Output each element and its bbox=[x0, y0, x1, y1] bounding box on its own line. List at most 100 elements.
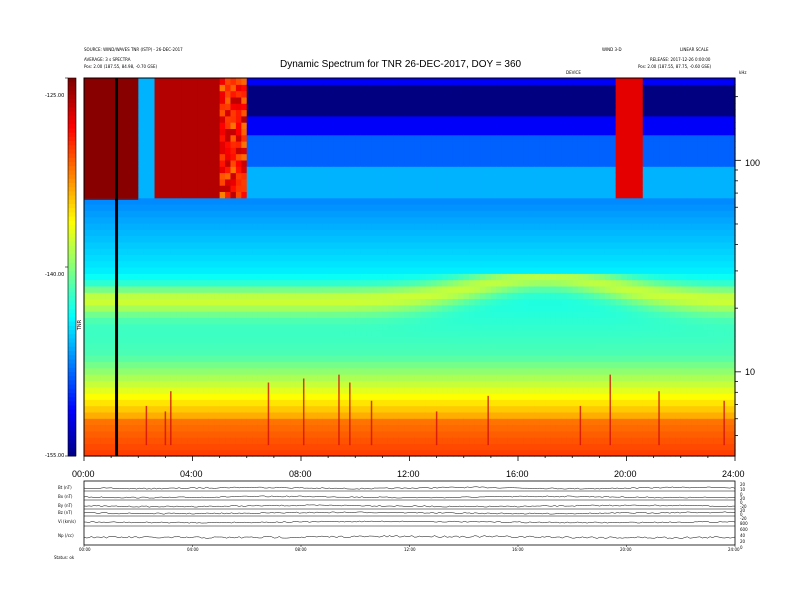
heatmap-cell bbox=[230, 166, 237, 174]
heatmap-cell bbox=[398, 115, 405, 123]
heatmap-cell bbox=[170, 298, 177, 306]
heatmap-cell bbox=[436, 90, 443, 98]
heatmap-cell bbox=[301, 254, 308, 262]
heatmap-cell bbox=[507, 197, 514, 205]
heatmap-cell bbox=[165, 418, 172, 426]
heatmap-cell bbox=[165, 185, 172, 192]
heatmap-cell bbox=[84, 292, 91, 300]
heatmap-cell bbox=[246, 342, 253, 350]
heatmap-cell bbox=[241, 229, 248, 237]
heatmap-cell bbox=[149, 267, 156, 274]
heatmap-cell bbox=[382, 298, 389, 306]
heatmap-cell bbox=[246, 109, 253, 117]
heatmap-cell bbox=[203, 197, 210, 205]
heatmap-cell bbox=[279, 367, 286, 375]
heatmap-cell bbox=[501, 147, 508, 155]
heatmap-cell bbox=[485, 279, 492, 287]
heatmap-cell bbox=[425, 147, 432, 155]
heatmap-cell bbox=[252, 273, 259, 281]
heatmap-cell bbox=[349, 342, 356, 350]
heatmap-cell bbox=[338, 405, 345, 413]
heatmap-cell bbox=[404, 222, 411, 230]
heatmap-cell bbox=[290, 411, 297, 419]
heatmap-cell bbox=[225, 134, 232, 142]
heatmap-cell bbox=[409, 147, 416, 155]
heatmap-cell bbox=[404, 304, 411, 312]
heatmap-cell bbox=[225, 424, 232, 432]
heatmap-cell bbox=[176, 399, 183, 407]
heatmap-cell bbox=[219, 393, 226, 400]
heatmap-cell bbox=[257, 128, 264, 136]
heatmap-cell bbox=[197, 241, 204, 249]
heatmap-cell bbox=[338, 273, 345, 281]
heatmap-cell bbox=[452, 298, 459, 306]
heatmap-cell bbox=[290, 424, 297, 432]
heatmap-cell bbox=[208, 210, 215, 218]
heatmap-cell bbox=[480, 285, 487, 293]
heatmap-cell bbox=[398, 128, 405, 136]
heatmap-cell bbox=[387, 355, 394, 363]
heatmap-cell bbox=[409, 103, 416, 111]
heatmap-cell bbox=[507, 411, 514, 419]
heatmap-cell bbox=[474, 380, 481, 388]
heatmap-cell bbox=[235, 134, 242, 142]
heatmap-cell bbox=[203, 411, 210, 419]
heatmap-cell bbox=[111, 449, 118, 457]
heatmap-cell bbox=[263, 355, 270, 363]
heatmap-cell bbox=[442, 267, 449, 274]
panel-right-label: 20 bbox=[740, 482, 746, 487]
heatmap-cell bbox=[431, 235, 438, 243]
heatmap-cell bbox=[360, 355, 367, 363]
heatmap-cell bbox=[111, 323, 118, 331]
heatmap-cell bbox=[306, 153, 313, 161]
heatmap-cell bbox=[143, 197, 150, 205]
heatmap-cell bbox=[311, 380, 318, 388]
heatmap-cell bbox=[301, 197, 308, 205]
heatmap-cell bbox=[512, 78, 519, 85]
heatmap-cell bbox=[458, 311, 465, 318]
heatmap-cell bbox=[404, 197, 411, 205]
heatmap-cell bbox=[219, 103, 226, 111]
heatmap-cell bbox=[154, 374, 161, 381]
heatmap-cell bbox=[496, 443, 503, 451]
heatmap-cell bbox=[138, 317, 145, 325]
heatmap-cell bbox=[284, 311, 291, 318]
heatmap-cell bbox=[507, 279, 514, 287]
heatmap-cell bbox=[398, 235, 405, 243]
heatmap-cell bbox=[273, 122, 280, 129]
heatmap-cell bbox=[382, 115, 389, 123]
heatmap-cell bbox=[322, 374, 329, 381]
heatmap-cell bbox=[447, 267, 454, 274]
heatmap-cell bbox=[279, 222, 286, 230]
heatmap-cell bbox=[469, 178, 476, 186]
heatmap-cell bbox=[252, 122, 259, 129]
heatmap-cell bbox=[279, 449, 286, 457]
heatmap-cell bbox=[143, 185, 150, 192]
heatmap-cell bbox=[355, 374, 362, 381]
heatmap-cell bbox=[436, 103, 443, 111]
heatmap-cell bbox=[431, 393, 438, 400]
heatmap-cell bbox=[89, 355, 96, 363]
heatmap-cell bbox=[409, 216, 416, 224]
heatmap-cell bbox=[263, 90, 270, 98]
heatmap-cell bbox=[149, 147, 156, 155]
heatmap-cell bbox=[295, 229, 302, 237]
heatmap-cell bbox=[404, 437, 411, 444]
heatmap-cell bbox=[355, 336, 362, 344]
heatmap-cell bbox=[246, 367, 253, 375]
heatmap-cell bbox=[170, 424, 177, 432]
heatmap-cell bbox=[197, 172, 204, 180]
heatmap-cell bbox=[452, 424, 459, 432]
heatmap-cell bbox=[187, 229, 194, 237]
heatmap-cell bbox=[235, 336, 242, 344]
heatmap-cell bbox=[387, 222, 394, 230]
heatmap-cell bbox=[154, 418, 161, 426]
heatmap-cell bbox=[328, 235, 335, 243]
heatmap-cell bbox=[94, 374, 101, 381]
heatmap-cell bbox=[241, 336, 248, 344]
heatmap-cell bbox=[116, 355, 123, 363]
heatmap-cell bbox=[507, 443, 514, 451]
heatmap-cell bbox=[523, 437, 530, 444]
heatmap-cell bbox=[344, 273, 351, 281]
heatmap-cell bbox=[197, 304, 204, 312]
